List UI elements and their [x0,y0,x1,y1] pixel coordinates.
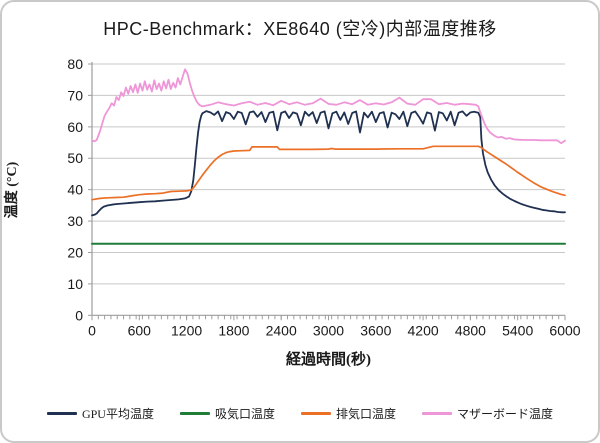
y-tick-label-60: 60 [67,119,83,135]
legend-swatch-exhaust [301,412,331,415]
legend-label-motherboard: マザーボード温度 [457,407,554,421]
legend-item-gpu: GPU平均温度 [46,405,154,422]
legend-swatch-gpu [46,412,77,415]
x-tick-label-6000: 6000 [549,322,580,338]
x-tick-label-2400: 2400 [266,322,297,338]
x-tick-label-3600: 3600 [360,322,391,338]
x-tick-label-4800: 4800 [455,322,486,338]
chart-title: HPC-Benchmark：XE8640 (空冷)内部温度推移 [103,19,497,39]
legend-item-motherboard: マザーボード温度 [422,405,553,422]
y-tick-label-80: 80 [67,56,83,72]
y-tick-label-50: 50 [67,150,83,166]
legend-label-gpu: GPU平均温度 [81,407,154,421]
y-tick-label-70: 70 [67,87,83,103]
y-tick-label-40: 40 [67,182,83,198]
legend-item-exhaust: 排気口温度 [301,405,396,422]
x-tick-label-600: 600 [128,322,152,338]
y-tick-label-20: 20 [67,244,83,260]
x-tick-label-4200: 4200 [408,322,439,338]
legend-swatch-motherboard [422,412,453,415]
y-tick-label-30: 30 [67,213,83,229]
x-axis-label: 経過時間(秒) [286,352,371,368]
y-tick-label-0: 0 [75,307,83,323]
legend-label-intake: 吸気口温度 [214,407,275,421]
x-tick-label-1800: 1800 [218,322,249,338]
series-line-gpu [91,110,566,217]
x-tick-label-1200: 1200 [171,322,202,338]
chart-legend: GPU平均温度 吸気口温度 排気口温度 マザーボード温度 [2,405,598,422]
legend-item-intake: 吸気口温度 [179,405,275,422]
series-line-motherboard [91,68,566,145]
x-tick-label-5400: 5400 [502,322,533,338]
series-line-exhaust [91,145,566,201]
legend-swatch-intake [179,412,210,415]
x-tick-label-3000: 3000 [313,322,344,338]
y-tick-label-10: 10 [67,276,83,292]
legend-label-exhaust: 排気口温度 [336,407,397,421]
x-tick-label-0: 0 [88,322,96,338]
